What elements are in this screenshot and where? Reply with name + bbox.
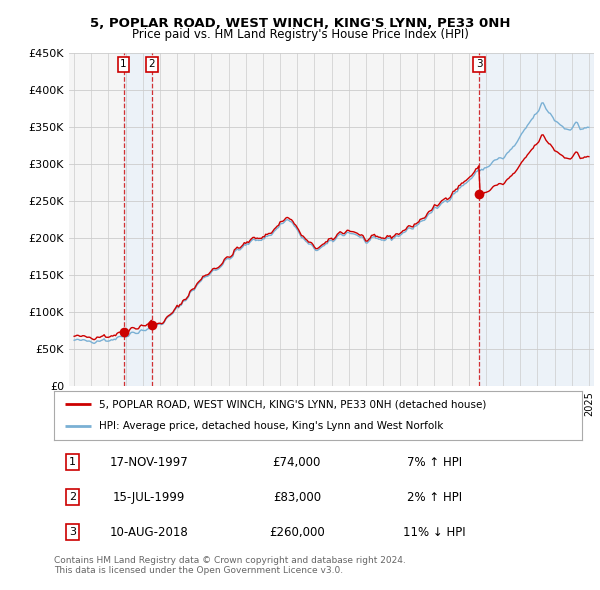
Text: 5, POPLAR ROAD, WEST WINCH, KING'S LYNN, PE33 0NH: 5, POPLAR ROAD, WEST WINCH, KING'S LYNN,… xyxy=(90,17,510,30)
Text: Contains HM Land Registry data © Crown copyright and database right 2024.
This d: Contains HM Land Registry data © Crown c… xyxy=(54,556,406,575)
Text: £74,000: £74,000 xyxy=(272,455,321,468)
Text: 1: 1 xyxy=(69,457,76,467)
Text: 5, POPLAR ROAD, WEST WINCH, KING'S LYNN, PE33 0NH (detached house): 5, POPLAR ROAD, WEST WINCH, KING'S LYNN,… xyxy=(99,399,486,409)
Bar xyxy=(479,53,594,386)
Text: HPI: Average price, detached house, King's Lynn and West Norfolk: HPI: Average price, detached house, King… xyxy=(99,421,443,431)
Text: 1: 1 xyxy=(120,59,127,69)
Text: 2% ↑ HPI: 2% ↑ HPI xyxy=(407,490,462,504)
Text: Price paid vs. HM Land Registry's House Price Index (HPI): Price paid vs. HM Land Registry's House … xyxy=(131,28,469,41)
Text: 3: 3 xyxy=(69,527,76,537)
Text: 11% ↓ HPI: 11% ↓ HPI xyxy=(403,526,466,539)
Text: 10-AUG-2018: 10-AUG-2018 xyxy=(110,526,188,539)
Text: 15-JUL-1999: 15-JUL-1999 xyxy=(113,490,185,504)
Text: 3: 3 xyxy=(476,59,482,69)
Text: 2: 2 xyxy=(149,59,155,69)
Text: 7% ↑ HPI: 7% ↑ HPI xyxy=(407,455,462,468)
Text: 2: 2 xyxy=(69,492,76,502)
Text: £83,000: £83,000 xyxy=(273,490,321,504)
Text: 17-NOV-1997: 17-NOV-1997 xyxy=(110,455,188,468)
Bar xyxy=(124,53,152,386)
Text: £260,000: £260,000 xyxy=(269,526,325,539)
